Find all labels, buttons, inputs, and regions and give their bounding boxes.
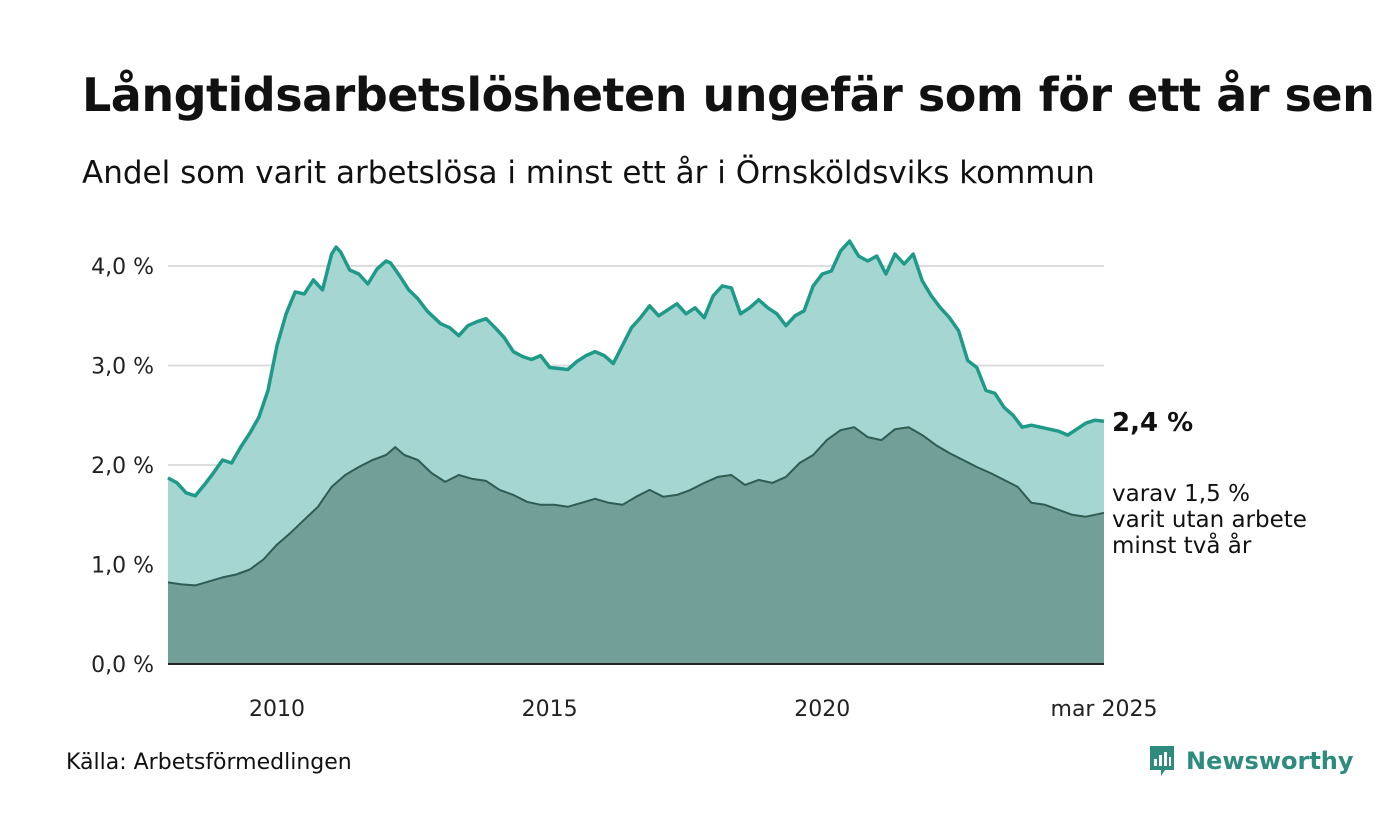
y-tick-label: 3,0 % [91,355,154,380]
y-tick-label: 2,0 % [91,454,154,479]
x-tick-label: 2010 [249,697,305,722]
y-tick-label: 1,0 % [91,554,154,579]
label-layer: 2,4 % varav 1,5 % varit utan arbete mins… [1112,408,1307,559]
axis-layer: 0,0 % 1,0 % 2,0 % 3,0 % 4,0 % 2010 2015 2020 mar… [91,255,1157,722]
y-tick-label: 0,0 % [91,653,154,678]
chart-subtitle: Andel som varit arbetslösa i minst ett å… [82,155,1095,191]
brand-name: Newsworthy [1186,747,1354,775]
x-tick-label: mar 2025 [1051,697,1158,722]
x-tick-label: 2015 [522,697,578,722]
x-tick-label: 2020 [794,697,850,722]
brand-logo: Newsworthy [1148,744,1354,778]
end-note-line-1: varav 1,5 % [1112,481,1250,507]
chart-bars-icon [1150,746,1174,776]
series-2-area [168,427,1104,664]
end-note-line-3: minst två år [1112,531,1252,559]
area-layer [167,239,1105,664]
end-value-label: 2,4 % [1112,408,1193,438]
end-note-line-2: varit utan arbete [1112,507,1307,533]
chart-title: Långtidsarbetslösheten ungefär som för e… [82,68,1375,122]
series-2-line [167,426,1105,587]
source-note: Källa: Arbetsförmedlingen [66,750,352,775]
y-tick-label: 4,0 % [91,255,154,280]
series-1-line [167,239,1105,498]
